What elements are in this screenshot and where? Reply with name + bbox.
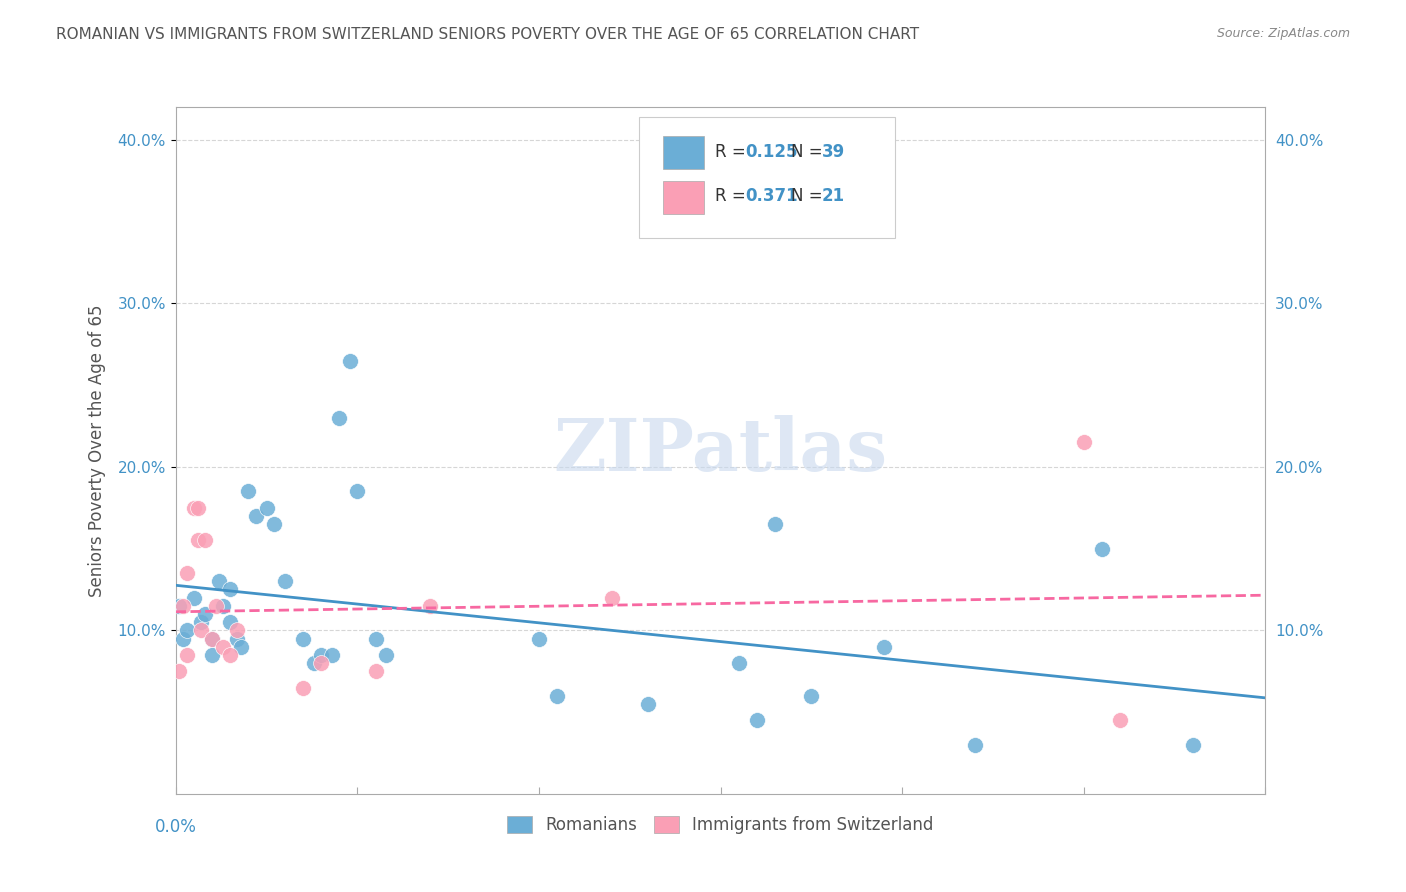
Point bbox=[375, 648, 398, 662]
Point bbox=[208, 574, 231, 589]
Point bbox=[637, 697, 659, 711]
Point bbox=[527, 632, 550, 646]
Text: 21: 21 bbox=[823, 187, 845, 205]
Point bbox=[226, 632, 249, 646]
Point bbox=[263, 516, 285, 531]
Text: 0.125: 0.125 bbox=[745, 143, 799, 161]
Point bbox=[219, 615, 242, 630]
Bar bbox=[662, 180, 704, 213]
Point bbox=[238, 484, 260, 499]
Point bbox=[231, 640, 253, 654]
Point bbox=[963, 738, 986, 752]
Point bbox=[201, 632, 224, 646]
Point bbox=[172, 632, 194, 646]
Point bbox=[204, 599, 226, 613]
Legend: Romanians, Immigrants from Switzerland: Romanians, Immigrants from Switzerland bbox=[501, 809, 941, 840]
Point bbox=[1109, 714, 1132, 728]
Point bbox=[219, 582, 242, 597]
Point bbox=[256, 500, 278, 515]
Point bbox=[176, 648, 198, 662]
Point bbox=[201, 648, 224, 662]
Point bbox=[1073, 435, 1095, 450]
Point bbox=[291, 681, 314, 695]
Text: R =: R = bbox=[716, 143, 751, 161]
Point bbox=[186, 533, 209, 548]
Point bbox=[745, 714, 768, 728]
Point bbox=[190, 624, 212, 638]
Point bbox=[183, 591, 205, 605]
Point bbox=[212, 599, 235, 613]
Point bbox=[194, 607, 217, 621]
FancyBboxPatch shape bbox=[638, 118, 896, 237]
Point bbox=[212, 640, 235, 654]
Point bbox=[172, 599, 194, 613]
Point bbox=[1181, 738, 1204, 752]
Point bbox=[346, 484, 368, 499]
Point bbox=[194, 533, 217, 548]
Point bbox=[176, 624, 198, 638]
Point bbox=[873, 640, 896, 654]
Point bbox=[245, 508, 267, 523]
Point bbox=[176, 566, 198, 580]
Text: N =: N = bbox=[792, 143, 828, 161]
Point bbox=[800, 689, 823, 703]
Point bbox=[201, 632, 224, 646]
Point bbox=[419, 599, 441, 613]
Point bbox=[309, 648, 332, 662]
Text: Source: ZipAtlas.com: Source: ZipAtlas.com bbox=[1216, 27, 1350, 40]
Point bbox=[364, 632, 387, 646]
Text: 0.371: 0.371 bbox=[745, 187, 799, 205]
Point bbox=[339, 353, 361, 368]
Point bbox=[1091, 541, 1114, 556]
Text: ROMANIAN VS IMMIGRANTS FROM SWITZERLAND SENIORS POVERTY OVER THE AGE OF 65 CORRE: ROMANIAN VS IMMIGRANTS FROM SWITZERLAND … bbox=[56, 27, 920, 42]
Point bbox=[302, 656, 325, 670]
Text: N =: N = bbox=[792, 187, 828, 205]
Point bbox=[169, 664, 191, 679]
Point bbox=[364, 664, 387, 679]
Point bbox=[600, 591, 623, 605]
Point bbox=[727, 656, 749, 670]
Point bbox=[274, 574, 297, 589]
Text: 39: 39 bbox=[823, 143, 845, 161]
Point bbox=[763, 516, 786, 531]
Text: ZIPatlas: ZIPatlas bbox=[554, 415, 887, 486]
Point bbox=[226, 624, 249, 638]
Point bbox=[190, 615, 212, 630]
Point bbox=[186, 500, 209, 515]
Point bbox=[328, 410, 350, 425]
Point bbox=[169, 599, 191, 613]
Point bbox=[321, 648, 343, 662]
Y-axis label: Seniors Poverty Over the Age of 65: Seniors Poverty Over the Age of 65 bbox=[89, 304, 107, 597]
Point bbox=[291, 632, 314, 646]
Point bbox=[309, 656, 332, 670]
Bar bbox=[662, 136, 704, 169]
Point bbox=[183, 500, 205, 515]
Point bbox=[219, 648, 242, 662]
Text: 0.0%: 0.0% bbox=[155, 818, 197, 836]
Text: R =: R = bbox=[716, 187, 751, 205]
Point bbox=[546, 689, 568, 703]
